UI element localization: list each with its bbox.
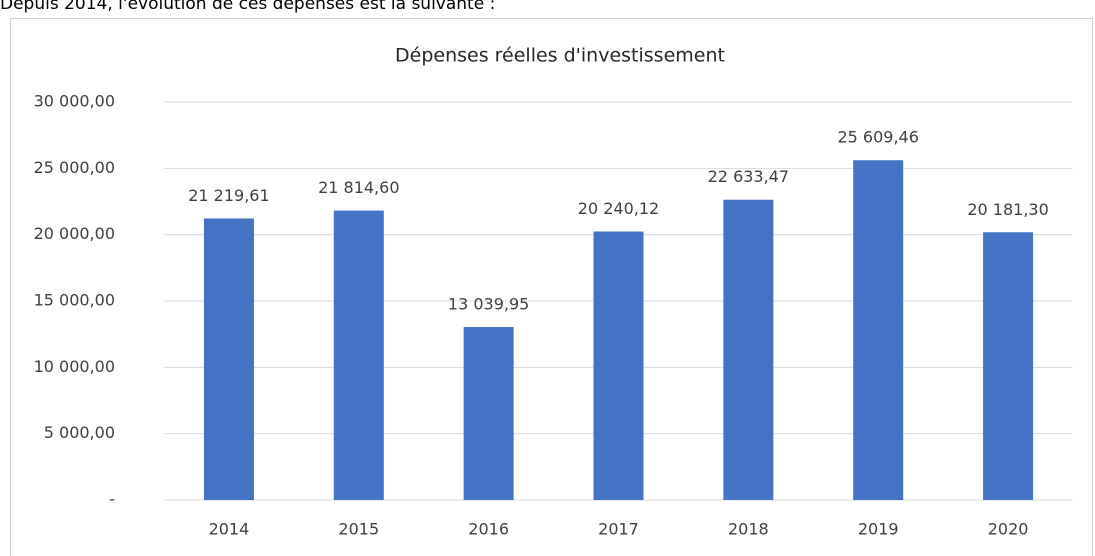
data-label: 21 219,61: [188, 186, 269, 205]
data-label: 21 814,60: [318, 178, 399, 197]
y-tick-label: 30 000,00: [34, 92, 115, 111]
x-tick-label: 2020: [988, 520, 1029, 539]
data-label: 13 039,95: [448, 295, 529, 314]
bar: [203, 218, 254, 500]
bar: [463, 327, 514, 500]
bar: [723, 199, 774, 500]
x-tick-label: 2018: [728, 520, 769, 539]
data-label: 22 633,47: [708, 167, 789, 186]
bar: [853, 160, 904, 500]
x-tick-label: 2017: [598, 520, 639, 539]
x-tick-label: 2019: [858, 520, 899, 539]
bar: [333, 210, 384, 501]
data-label: 20 240,12: [578, 199, 659, 218]
y-tick-label: -: [109, 490, 115, 509]
y-tick-label: 5 000,00: [44, 423, 115, 442]
chart-title: Dépenses réelles d'investissement: [395, 45, 725, 67]
y-tick-label: 10 000,00: [34, 357, 115, 376]
x-tick-label: 2016: [468, 520, 509, 539]
bar: [983, 232, 1034, 500]
x-tick-label: 2014: [209, 520, 250, 539]
x-tick-label: 2015: [338, 520, 379, 539]
intro-text: Depuis 2014, l'évolution de ces dépenses…: [0, 0, 495, 14]
data-label: 20 181,30: [967, 200, 1048, 219]
chart-frame: [10, 18, 1093, 556]
data-label: 25 609,46: [837, 128, 918, 147]
y-tick-label: 25 000,00: [34, 158, 115, 177]
bar: [593, 231, 644, 500]
y-tick-label: 15 000,00: [34, 291, 115, 310]
y-tick-label: 20 000,00: [34, 224, 115, 243]
